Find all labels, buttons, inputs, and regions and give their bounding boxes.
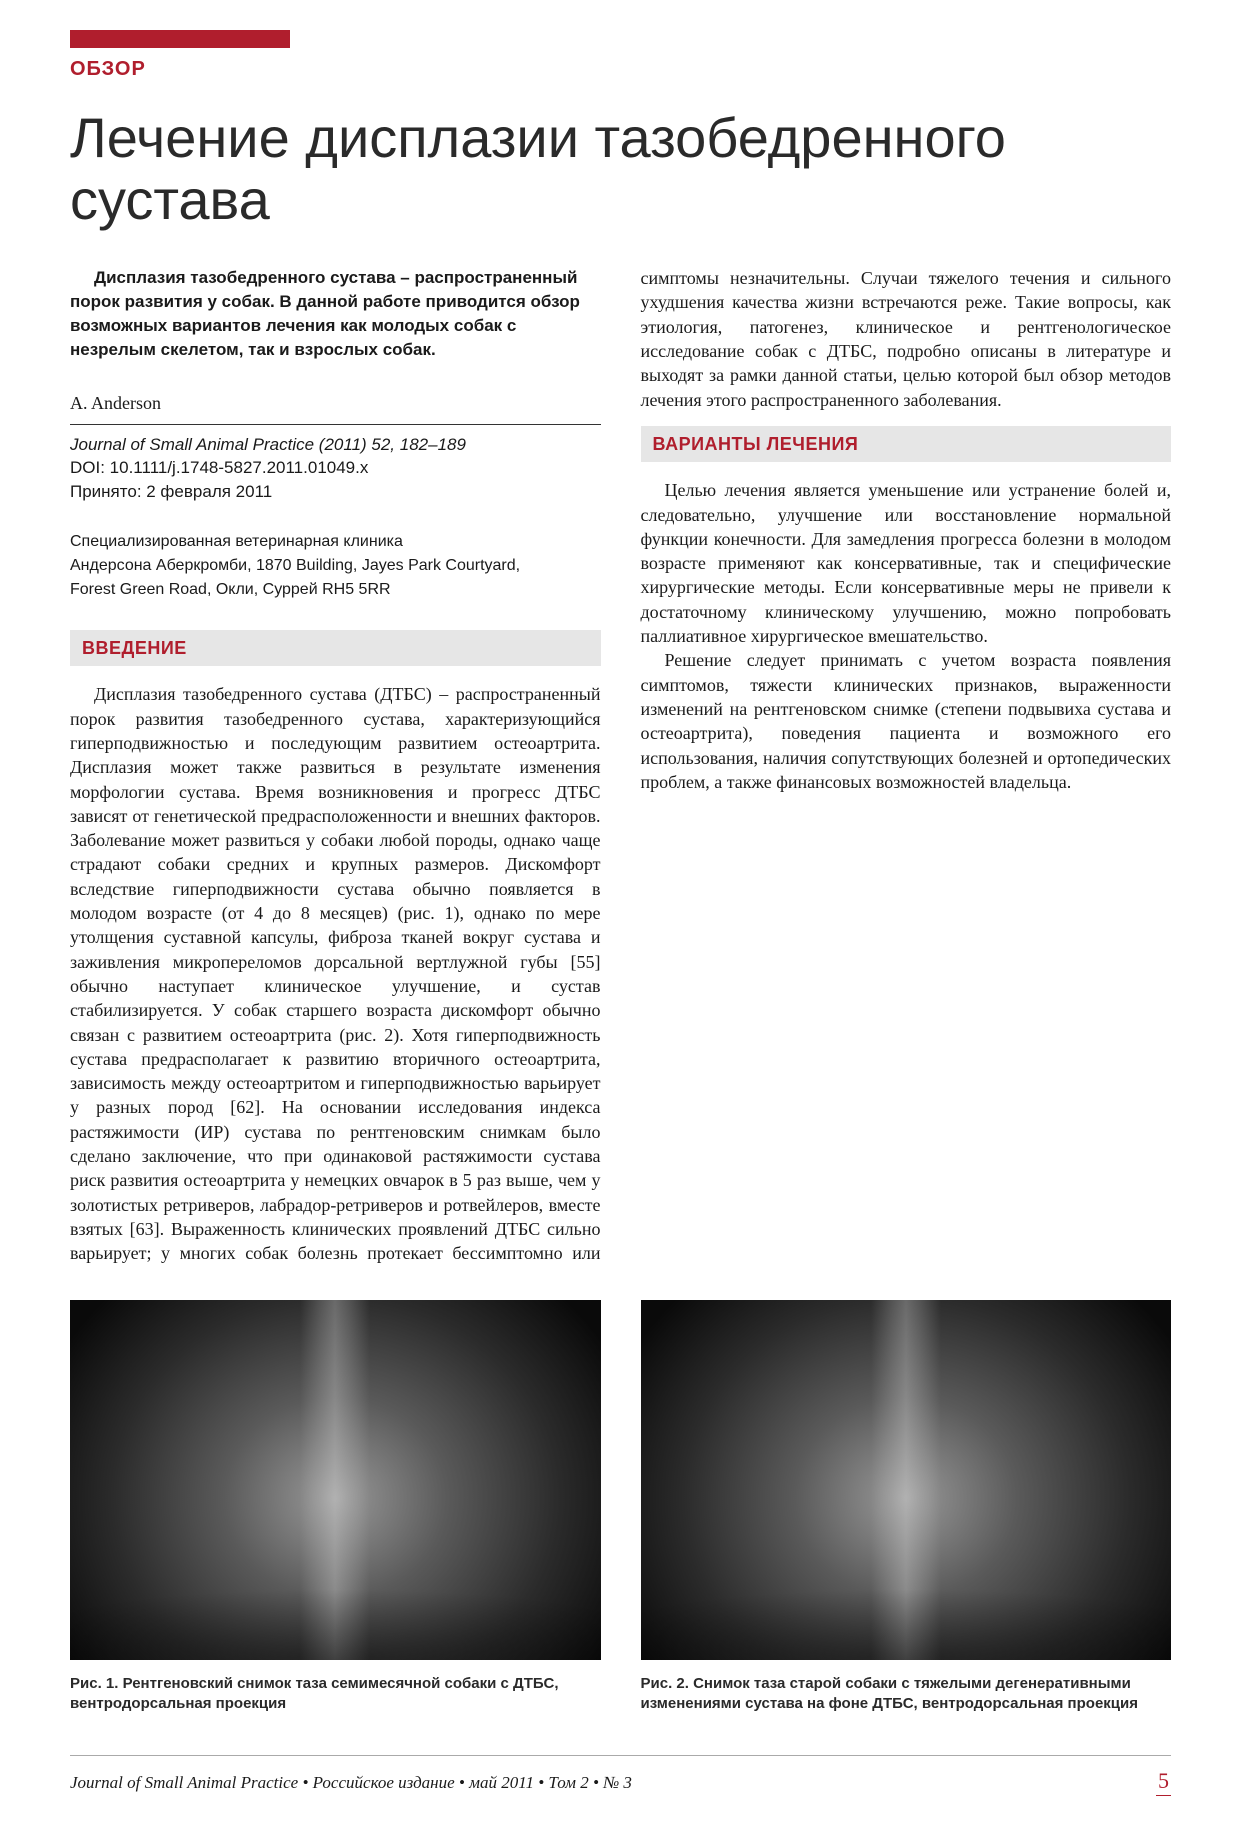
figure-row: Рис. 1. Рентгеновский снимок таза семиме… bbox=[70, 1300, 1171, 1715]
accent-top-bar bbox=[70, 30, 290, 48]
page-number: 5 bbox=[1156, 1766, 1171, 1797]
footer-citation: Journal of Small Animal Practice • Росси… bbox=[70, 1772, 632, 1795]
figure-2: Рис. 2. Снимок таза старой собаки с тяже… bbox=[641, 1300, 1172, 1715]
figure-1-caption: Рис. 1. Рентгеновский снимок таза семиме… bbox=[70, 1674, 601, 1715]
heading-introduction: ВВЕДЕНИЕ bbox=[70, 630, 601, 666]
page-footer: Journal of Small Animal Practice • Росси… bbox=[70, 1755, 1171, 1797]
author-affiliation: Специализированная ветеринарная клиникаА… bbox=[70, 530, 601, 602]
author-name: A. Anderson bbox=[70, 391, 601, 415]
meta-divider bbox=[70, 424, 601, 425]
section-label: ОБЗОР bbox=[70, 56, 1171, 83]
journal-reference: Journal of Small Animal Practice (2011) … bbox=[70, 433, 601, 457]
figure-1: Рис. 1. Рентгеновский снимок таза семиме… bbox=[70, 1300, 601, 1715]
accepted-date: Принято: 2 февраля 2011 bbox=[70, 480, 601, 504]
two-column-body: Дисплазия тазобедренного сустава – распр… bbox=[70, 266, 1171, 1276]
figure-1-image bbox=[70, 1300, 601, 1660]
doi: DOI: 10.1111/j.1748-5827.2011.01049.x bbox=[70, 456, 601, 480]
figure-2-image bbox=[641, 1300, 1172, 1660]
heading-treatment-options: ВАРИАНТЫ ЛЕЧЕНИЯ bbox=[641, 426, 1172, 462]
figure-2-caption: Рис. 2. Снимок таза старой собаки с тяже… bbox=[641, 1674, 1172, 1715]
treatment-paragraph-1: Целью лечения является уменьшение или ус… bbox=[641, 478, 1172, 648]
treatment-paragraph-2: Решение следует принимать с учетом возра… bbox=[641, 648, 1172, 794]
abstract: Дисплазия тазобедренного сустава – распр… bbox=[70, 266, 601, 361]
article-title: Лечение дисплазии тазобедренного сустава bbox=[70, 107, 1171, 230]
journal-meta: Journal of Small Animal Practice (2011) … bbox=[70, 433, 601, 504]
